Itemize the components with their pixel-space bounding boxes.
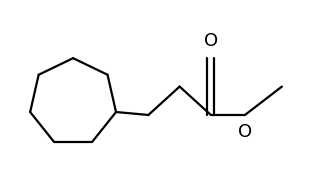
Text: O: O	[238, 123, 252, 141]
Text: O: O	[204, 32, 218, 50]
